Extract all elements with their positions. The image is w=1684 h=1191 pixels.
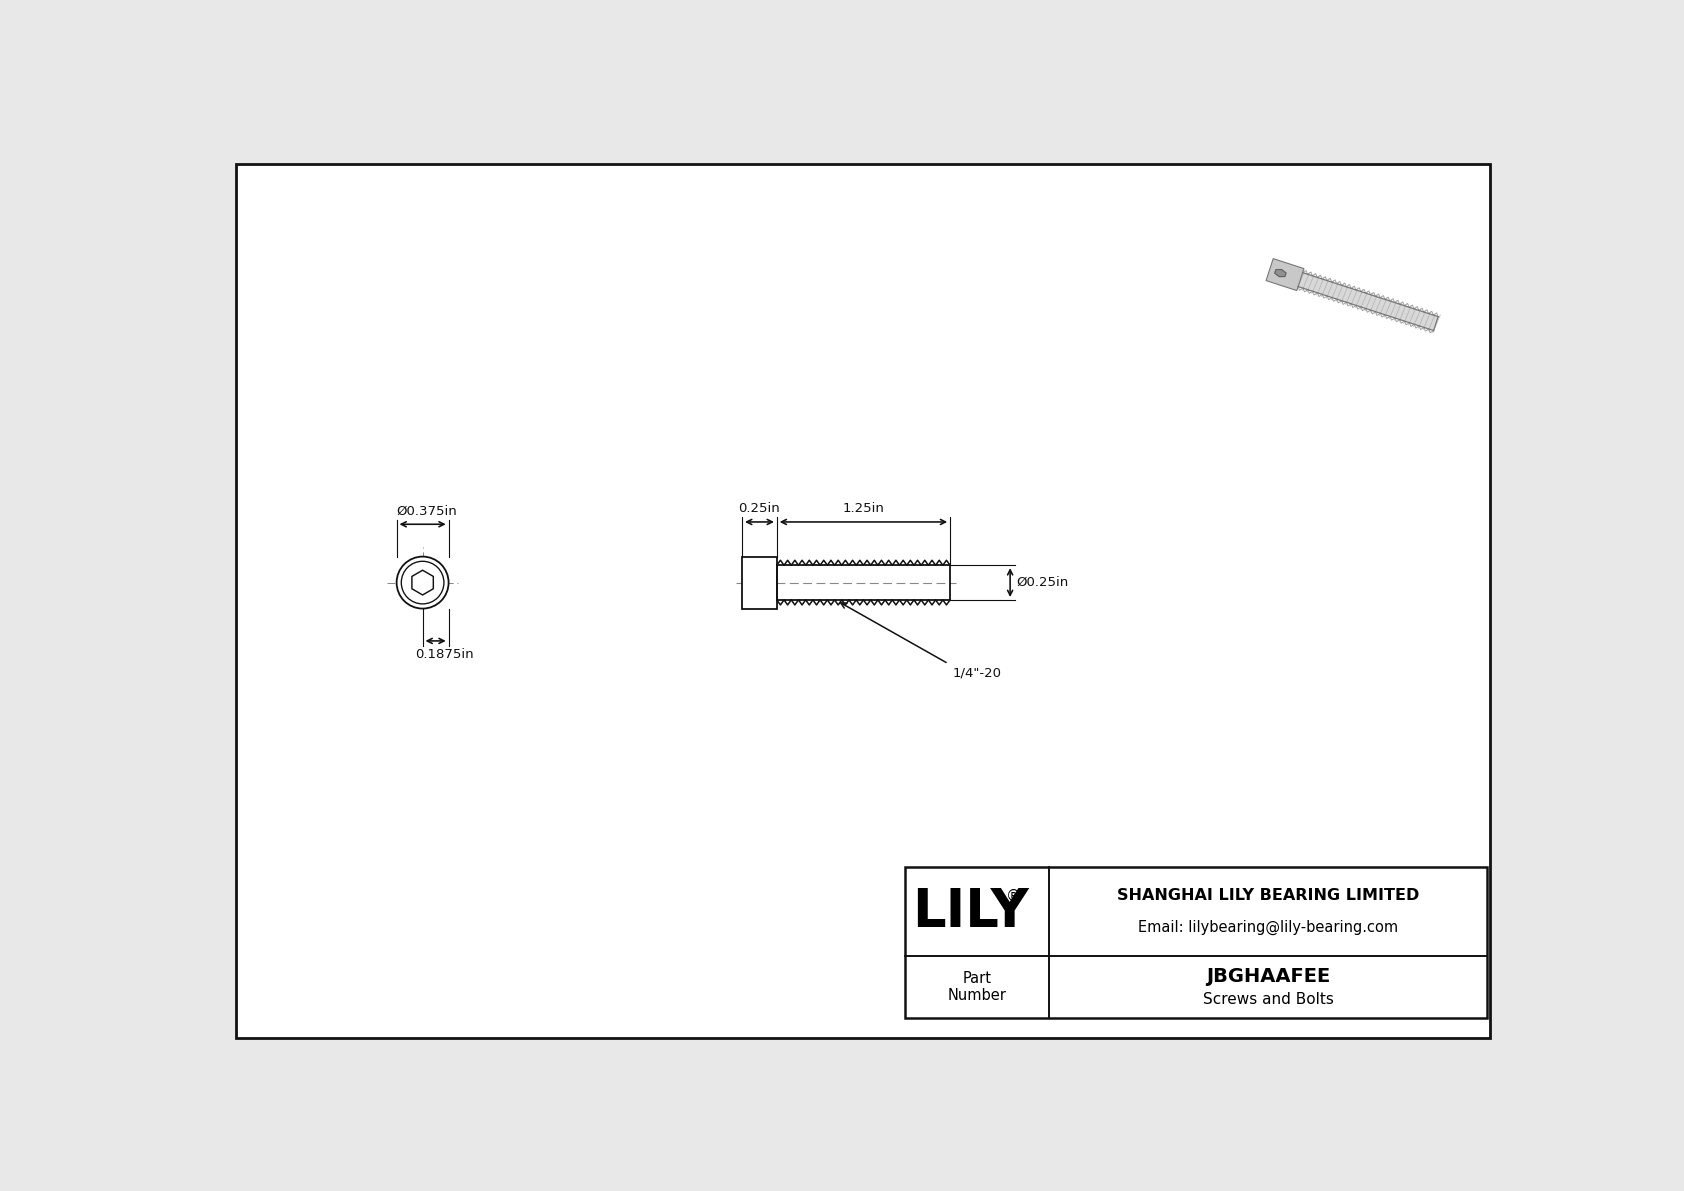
Bar [743,556,776,609]
Text: JBGHAAFEE: JBGHAAFEE [1206,967,1330,986]
Circle shape [401,561,445,604]
Text: Part
Number: Part Number [948,971,1007,1003]
Text: ®: ® [1005,888,1021,904]
Text: SHANGHAI LILY BEARING LIMITED: SHANGHAI LILY BEARING LIMITED [1116,888,1420,903]
Text: 0.25in: 0.25in [739,503,780,515]
Circle shape [397,556,448,609]
Polygon shape [1298,273,1438,331]
Text: Screws and Bolts: Screws and Bolts [1202,992,1334,1006]
Text: 1.25in: 1.25in [842,503,884,515]
Text: LILY: LILY [913,886,1029,937]
Text: Ø0.375in: Ø0.375in [396,504,456,517]
Text: Ø0.25in: Ø0.25in [1015,576,1069,590]
Text: 1/4"-20: 1/4"-20 [953,666,1002,679]
Polygon shape [1275,269,1287,276]
Polygon shape [1266,258,1303,291]
Polygon shape [413,570,433,596]
Bar [904,867,1487,1017]
Text: 0.1875in: 0.1875in [416,648,475,661]
Text: Email: lilybearing@lily-bearing.com: Email: lilybearing@lily-bearing.com [1138,921,1398,935]
